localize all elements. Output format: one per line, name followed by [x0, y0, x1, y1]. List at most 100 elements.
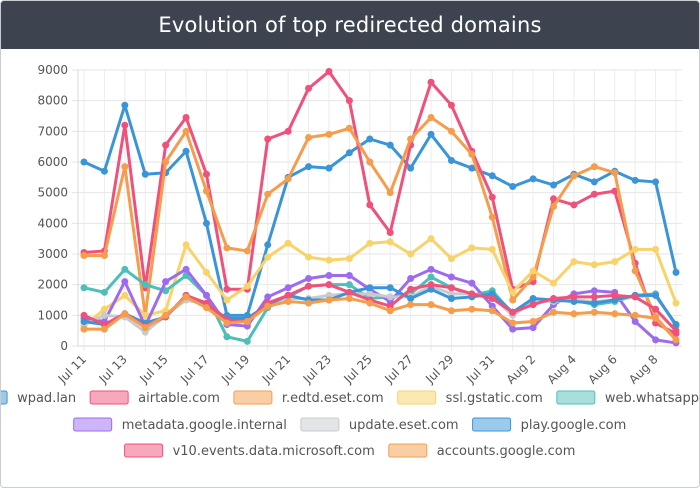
data-point[interactable] — [162, 141, 170, 149]
data-point[interactable] — [529, 317, 537, 325]
data-point[interactable] — [284, 298, 292, 306]
data-point[interactable] — [386, 229, 394, 237]
data-point[interactable] — [386, 141, 394, 149]
data-point[interactable] — [366, 290, 374, 298]
data-point[interactable] — [631, 176, 639, 184]
data-point[interactable] — [100, 288, 108, 296]
data-point[interactable] — [652, 178, 660, 186]
data-point[interactable] — [121, 291, 129, 299]
data-point[interactable] — [611, 310, 619, 318]
data-point[interactable] — [345, 124, 353, 132]
data-point[interactable] — [550, 308, 558, 316]
data-point[interactable] — [80, 252, 88, 260]
data-point[interactable] — [325, 271, 333, 279]
data-point[interactable] — [550, 195, 558, 203]
data-point[interactable] — [141, 311, 149, 319]
data-point[interactable] — [80, 311, 88, 319]
data-point[interactable] — [488, 294, 496, 302]
data-point[interactable] — [509, 288, 517, 296]
data-point[interactable] — [264, 135, 272, 143]
data-point[interactable] — [550, 294, 558, 302]
data-point[interactable] — [529, 324, 537, 332]
data-point[interactable] — [447, 127, 455, 135]
data-point[interactable] — [386, 293, 394, 301]
data-point[interactable] — [264, 302, 272, 310]
data-point[interactable] — [202, 268, 210, 276]
data-point[interactable] — [325, 281, 333, 289]
data-point[interactable] — [631, 267, 639, 275]
data-point[interactable] — [305, 133, 313, 141]
data-point[interactable] — [488, 307, 496, 315]
legend-item[interactable]: v10.events.data.microsoft.com — [124, 443, 375, 459]
data-point[interactable] — [590, 293, 598, 301]
data-point[interactable] — [264, 253, 272, 261]
data-point[interactable] — [366, 299, 374, 307]
data-point[interactable] — [427, 301, 435, 309]
data-point[interactable] — [611, 291, 619, 299]
data-point[interactable] — [590, 163, 598, 171]
data-point[interactable] — [447, 294, 455, 302]
data-point[interactable] — [345, 281, 353, 289]
data-point[interactable] — [529, 301, 537, 309]
data-point[interactable] — [407, 294, 415, 302]
data-point[interactable] — [590, 287, 598, 295]
data-point[interactable] — [284, 284, 292, 292]
data-point[interactable] — [570, 293, 578, 301]
data-point[interactable] — [345, 149, 353, 157]
data-point[interactable] — [182, 127, 190, 135]
data-point[interactable] — [386, 307, 394, 315]
data-point[interactable] — [468, 305, 476, 313]
data-point[interactable] — [121, 121, 129, 129]
data-point[interactable] — [223, 296, 231, 304]
data-point[interactable] — [345, 97, 353, 105]
data-point[interactable] — [427, 265, 435, 273]
data-point[interactable] — [141, 324, 149, 332]
data-point[interactable] — [550, 279, 558, 287]
data-point[interactable] — [611, 258, 619, 266]
data-point[interactable] — [162, 311, 170, 319]
data-point[interactable] — [447, 307, 455, 315]
data-point[interactable] — [325, 130, 333, 138]
data-point[interactable] — [447, 101, 455, 109]
legend-item[interactable]: web.whatsapp.com — [556, 390, 699, 406]
data-point[interactable] — [223, 319, 231, 327]
data-point[interactable] — [264, 190, 272, 198]
data-point[interactable] — [345, 271, 353, 279]
data-point[interactable] — [202, 187, 210, 195]
data-point[interactable] — [223, 285, 231, 293]
data-point[interactable] — [427, 281, 435, 289]
data-point[interactable] — [672, 336, 680, 344]
legend-item[interactable]: r.edtd.eset.com — [233, 390, 384, 406]
data-point[interactable] — [345, 288, 353, 296]
legend-item[interactable]: play.google.com — [472, 417, 627, 433]
data-point[interactable] — [488, 245, 496, 253]
data-point[interactable] — [305, 84, 313, 92]
data-point[interactable] — [652, 305, 660, 313]
legend-item[interactable]: accounts.google.com — [388, 443, 576, 459]
data-point[interactable] — [202, 304, 210, 312]
data-point[interactable] — [652, 314, 660, 322]
data-point[interactable] — [305, 299, 313, 307]
data-point[interactable] — [386, 238, 394, 246]
data-point[interactable] — [141, 170, 149, 178]
data-point[interactable] — [100, 311, 108, 319]
data-point[interactable] — [325, 296, 333, 304]
data-point[interactable] — [386, 189, 394, 197]
data-point[interactable] — [509, 308, 517, 316]
data-point[interactable] — [284, 291, 292, 299]
data-point[interactable] — [509, 296, 517, 304]
data-point[interactable] — [243, 337, 251, 345]
data-point[interactable] — [325, 256, 333, 264]
legend-item[interactable]: airtable.com — [89, 390, 220, 406]
data-point[interactable] — [345, 294, 353, 302]
data-point[interactable] — [427, 78, 435, 86]
data-point[interactable] — [570, 172, 578, 180]
data-point[interactable] — [80, 158, 88, 166]
data-point[interactable] — [570, 310, 578, 318]
data-point[interactable] — [305, 163, 313, 171]
data-point[interactable] — [427, 235, 435, 243]
legend-item[interactable]: update.eset.com — [300, 417, 459, 433]
data-point[interactable] — [652, 245, 660, 253]
data-point[interactable] — [305, 275, 313, 283]
data-point[interactable] — [509, 325, 517, 333]
